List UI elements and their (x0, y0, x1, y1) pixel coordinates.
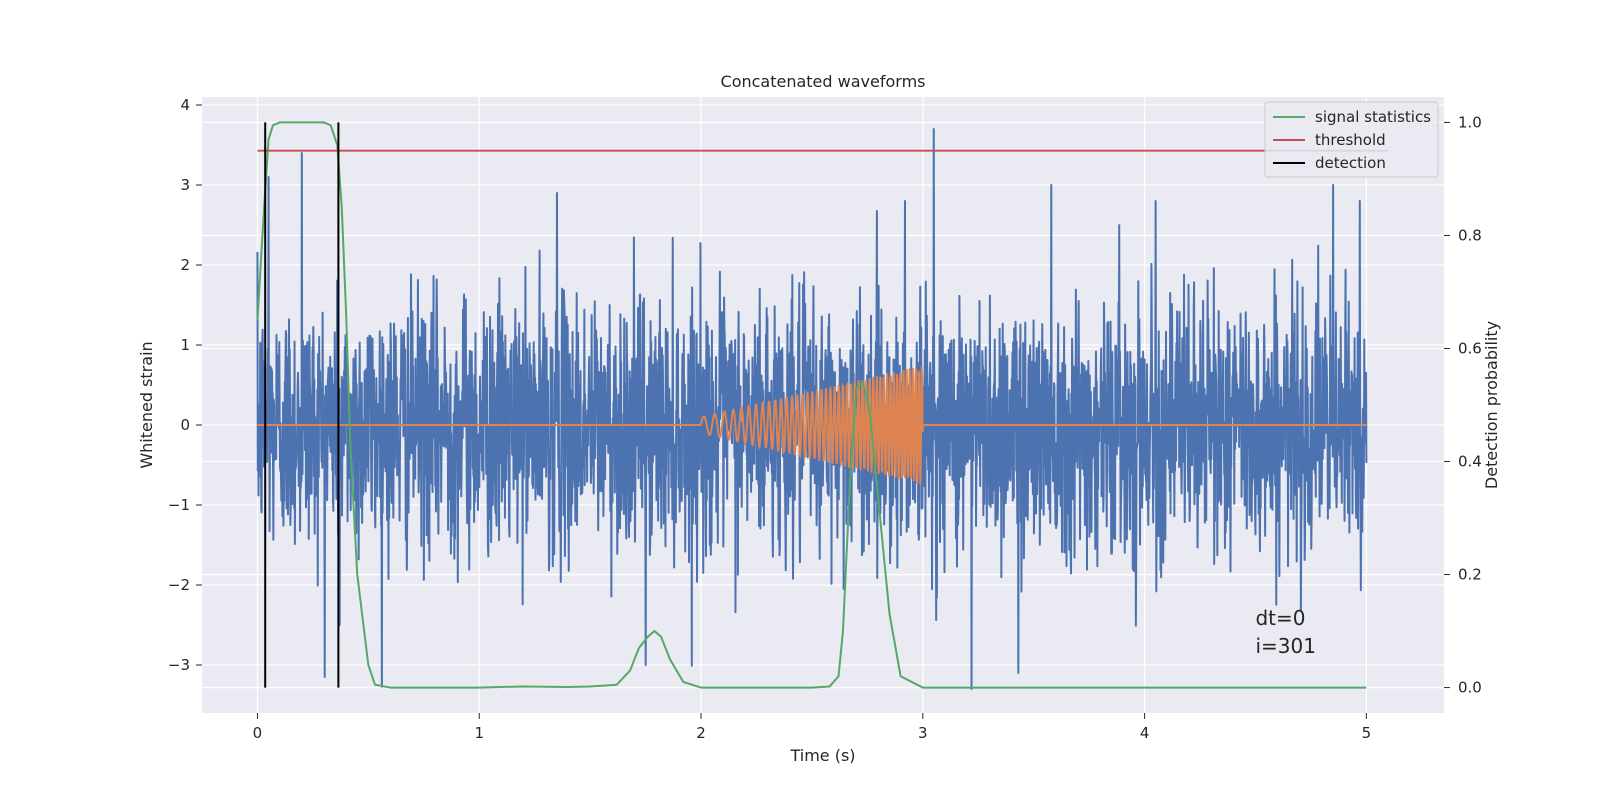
y-right-tick-label: 0.4 (1458, 453, 1482, 471)
legend-entry-detection: detection (1315, 154, 1386, 172)
y-tick-label: 0 (180, 416, 190, 434)
y-tick-label: −2 (168, 576, 190, 594)
legend-entry-threshold: threshold (1315, 131, 1386, 149)
x-tick-label: 4 (1140, 724, 1150, 742)
x-axis-ticks: 0 1 2 3 4 5 (253, 713, 1371, 742)
x-tick-label: 5 (1362, 724, 1372, 742)
y-tick-label: 2 (180, 256, 190, 274)
noise-series-line (256, 128, 1368, 690)
right-axis-ticks: 0.0 0.2 0.4 0.6 0.8 1.0 (1444, 113, 1482, 697)
injection-series-line (257, 366, 1367, 484)
y-tick-label: −3 (168, 656, 190, 674)
y-tick-label: −1 (168, 496, 190, 514)
y-axis-label: Whitened strain (137, 341, 156, 468)
signal-statistics-line (256, 121, 1367, 689)
legend-box (1264, 101, 1439, 178)
y-tick-label: 4 (180, 96, 190, 114)
y-right-tick-label: 1.0 (1458, 113, 1482, 131)
chart-title: Concatenated waveforms (721, 72, 926, 91)
y-right-tick-label: 0.6 (1458, 339, 1482, 357)
left-axis-ticks: −3 −2 −1 0 1 2 3 4 (168, 96, 202, 674)
x-tick-label: 2 (696, 724, 706, 742)
x-tick-label: 0 (253, 724, 263, 742)
annotation-iteration: i=301 (1255, 634, 1316, 658)
legend: signal statistics threshold detection (1264, 101, 1439, 178)
annotation-dt: dt=0 (1255, 606, 1305, 630)
y-right-tick-label: 0.8 (1458, 226, 1482, 244)
legend-entry-signal-statistics: signal statistics (1315, 108, 1431, 126)
grid (202, 97, 1444, 713)
x-tick-label: 3 (918, 724, 928, 742)
x-axis-label: Time (s) (789, 746, 855, 765)
plot-content (256, 121, 1389, 690)
x-tick-label: 1 (474, 724, 484, 742)
y-tick-label: 3 (180, 176, 190, 194)
y-right-tick-label: 0.2 (1458, 566, 1482, 584)
y-tick-label: 1 (180, 336, 190, 354)
y-right-tick-label: 0.0 (1458, 679, 1482, 697)
y-axis-right-label: Detection probability (1482, 321, 1501, 489)
